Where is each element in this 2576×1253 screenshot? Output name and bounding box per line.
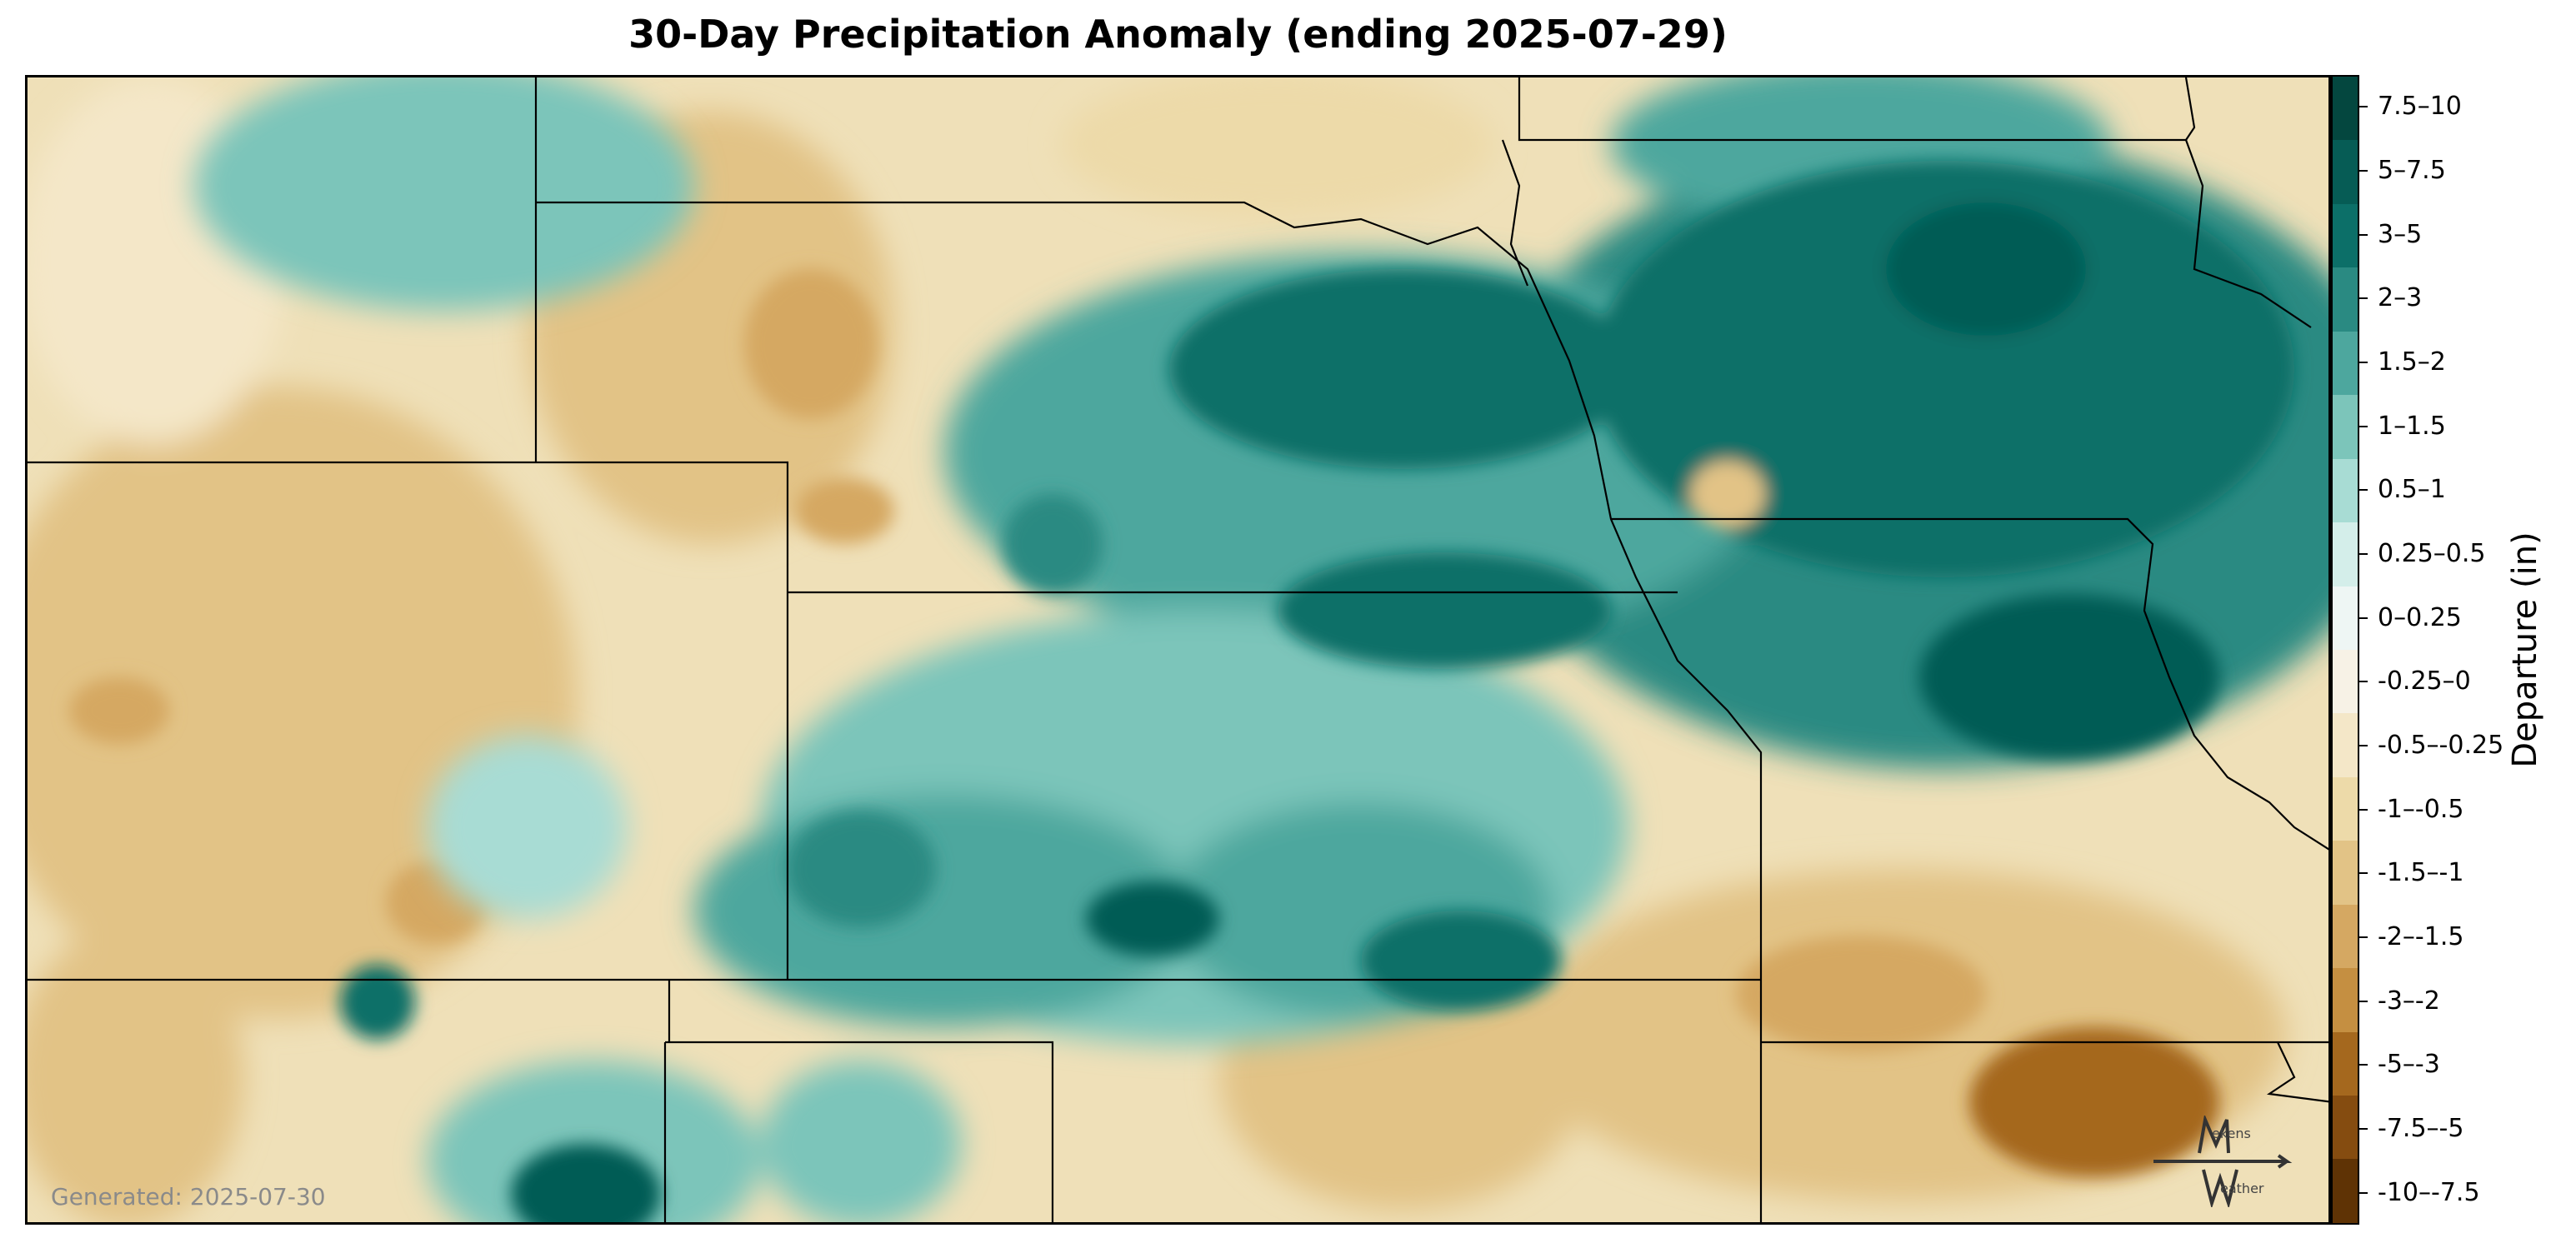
tick-mark [2359, 297, 2368, 300]
generated-timestamp: Generated: 2025-07-30 [51, 1183, 326, 1211]
tick-label: 1.5–2 [2378, 347, 2446, 377]
tick-mark [2359, 425, 2368, 427]
colorbar-segment [2333, 904, 2358, 969]
tick-label: -0.25–0 [2378, 666, 2471, 696]
tick-label: -5–-3 [2378, 1050, 2440, 1080]
colorbar-segment [2333, 713, 2358, 777]
tick-mark [2359, 233, 2368, 236]
tick-label: 7.5–10 [2378, 92, 2462, 122]
tick-mark [2359, 1191, 2368, 1194]
tick-mark [2359, 106, 2368, 108]
tick-label: 5–7.5 [2378, 156, 2446, 185]
colorbar-ticks: 7.5–10 5–7.5 3–5 2–3 1.5–2 1–1.5 0.5–1 0.25–0.5… [2359, 75, 2526, 1225]
tick-mark [2359, 1128, 2368, 1130]
tick-mark [2359, 1064, 2368, 1066]
tick-label: -1–-0.5 [2378, 794, 2464, 824]
map-title: 30-Day Precipitation Anomaly (ending 202… [628, 12, 1728, 57]
logo-text-bottom: eather [2220, 1181, 2264, 1196]
tick-label: -0.5–-0.25 [2378, 731, 2504, 760]
tick-label: 3–5 [2378, 219, 2423, 249]
colorbar-segment [2333, 522, 2358, 587]
colorbar [2331, 75, 2359, 1225]
colorbar-segment [2333, 968, 2358, 1032]
colorbar-segment [2333, 458, 2358, 523]
tick-label: 0–0.25 [2378, 602, 2462, 632]
tick-label: -2–-1.5 [2378, 922, 2464, 951]
colorbar-segment [2333, 1096, 2358, 1160]
mekens-weather-logo: ekens eather [2153, 1116, 2303, 1207]
tick-mark [2359, 1000, 2368, 1002]
colorbar-segment [2333, 395, 2358, 459]
tick-mark [2359, 681, 2368, 683]
tick-label: 1–1.5 [2378, 411, 2446, 441]
colorbar-label: Departure (in) [2506, 532, 2544, 768]
tick-label: 2–3 [2378, 283, 2423, 313]
colorbar-segment [2333, 1159, 2358, 1223]
colorbar-segment [2333, 331, 2358, 396]
tick-mark [2359, 489, 2368, 492]
tick-label: 0.5–1 [2378, 475, 2446, 505]
logo-text-top: ekens [2212, 1126, 2251, 1141]
tick-label: -10–-7.5 [2378, 1177, 2480, 1207]
colorbar-segment [2333, 586, 2358, 650]
tick-label: -1.5–-1 [2378, 858, 2464, 888]
colorbar-segment [2333, 77, 2358, 141]
tick-mark [2359, 617, 2368, 619]
colorbar-segment [2333, 649, 2358, 714]
colorbar-segment [2333, 267, 2358, 332]
colorbar-segment [2333, 140, 2358, 204]
tick-mark [2359, 808, 2368, 811]
tick-mark [2359, 745, 2368, 746]
colorbar-segment [2333, 203, 2358, 268]
tick-mark [2359, 936, 2368, 938]
tick-mark [2359, 170, 2368, 172]
colorbar-segment [2333, 841, 2358, 905]
anomaly-map: Generated: 2025-07-30 ekens eather [25, 75, 2331, 1225]
tick-mark [2359, 362, 2368, 363]
tick-mark [2359, 872, 2368, 875]
tick-label: -7.5–-5 [2378, 1114, 2464, 1143]
tick-label: 0.25–0.5 [2378, 539, 2486, 568]
tick-mark [2359, 553, 2368, 555]
colorbar-segment [2333, 776, 2358, 841]
colorbar-segment [2333, 1031, 2358, 1096]
tick-label: -3–-2 [2378, 986, 2440, 1016]
anomaly-field [28, 77, 2328, 1222]
